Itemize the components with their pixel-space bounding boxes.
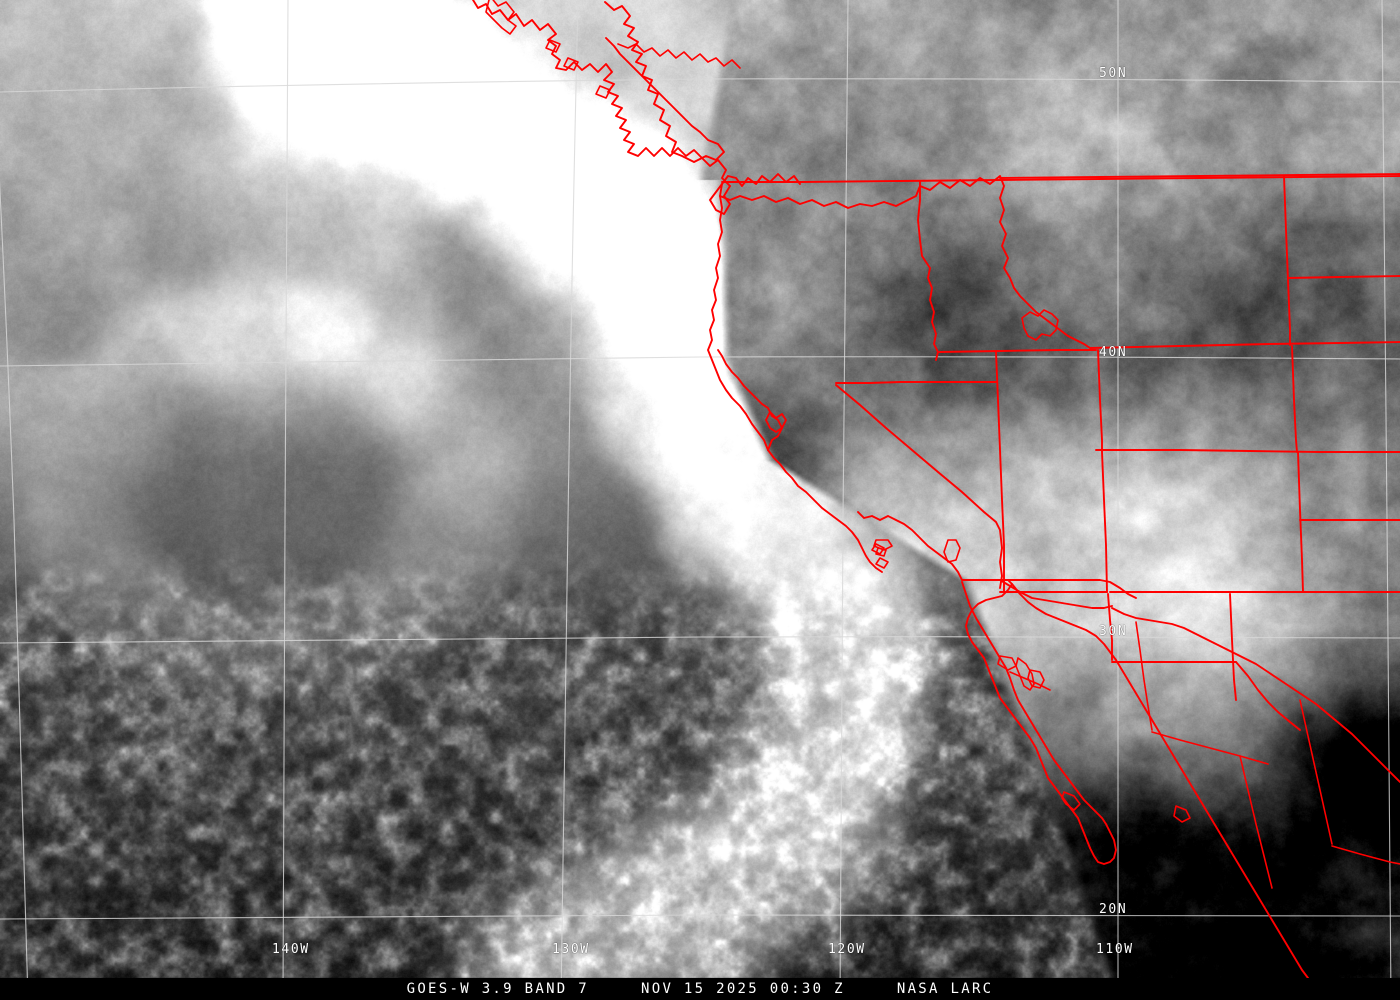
caption-source: NASA LARC [896, 981, 994, 997]
grid-label-latitude-40n: 40N [1099, 345, 1128, 360]
grid-label-latitude-50n: 50N [1099, 66, 1128, 81]
grid-label-latitude-20n: 20N [1099, 902, 1128, 917]
caption-datetime: NOV 15 2025 00:30 Z [640, 981, 845, 997]
grid-label-longitude-110w: 110W [1096, 942, 1134, 957]
grid-label-longitude-130w: 130W [552, 942, 590, 957]
caption-satellite-channel: GOES-W 3.9 BAND 7 [406, 981, 589, 997]
caption-text-group: GOES-W 3.9 BAND 7 NOV 15 2025 00:30 Z NA… [407, 981, 994, 997]
grid-label-latitude-30n: 30N [1099, 624, 1128, 639]
grid-label-longitude-140w: 140W [272, 942, 310, 957]
grid-label-longitude-120w: 120W [828, 942, 866, 957]
caption-bar: GOES-W 3.9 BAND 7 NOV 15 2025 00:30 Z NA… [0, 978, 1400, 1000]
